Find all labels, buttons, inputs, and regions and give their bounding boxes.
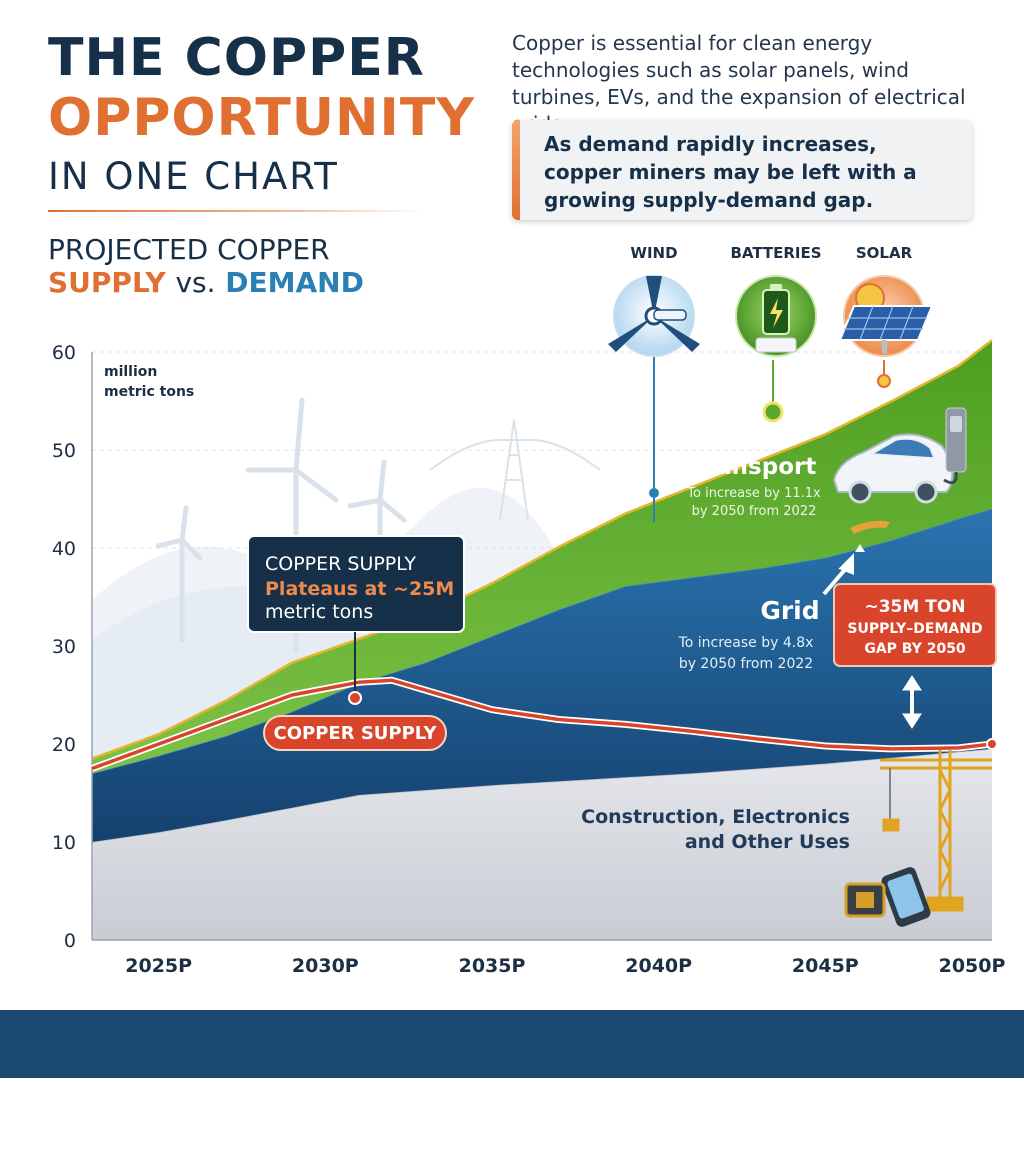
- transport-marker: [850, 520, 890, 534]
- callout-text: As demand rapidly increases, copper mine…: [544, 132, 917, 212]
- x-tick-label: 2050P: [939, 955, 1006, 977]
- supply-box-line-3: metric tons: [265, 601, 373, 623]
- supply-box-line-2: Plateaus at ~25M: [265, 578, 454, 600]
- x-tick-label: 2045P: [792, 955, 859, 977]
- intro-text: Copper is essential for clean energy tec…: [512, 31, 966, 136]
- bottom-banner: [0, 1010, 1024, 1078]
- gap-line-1: ~35M TON: [864, 597, 965, 617]
- area-other: [92, 748, 992, 940]
- title-divider: [48, 210, 426, 212]
- x-tick-label: 2025P: [125, 955, 192, 977]
- y-tick-label: 50: [52, 440, 76, 462]
- x-tick-label: 2035P: [459, 955, 526, 977]
- subtitle-demand-word: DEMAND: [225, 266, 364, 299]
- gap-line-3: GAP BY 2050: [864, 641, 966, 657]
- transport-title: Transport: [692, 454, 817, 480]
- ev-car-icon: [832, 407, 967, 504]
- chart-subtitle-line-2: SUPPLY vs. DEMAND: [48, 265, 364, 301]
- title-line-1: THE COPPER: [48, 28, 425, 88]
- transport-line-1: To increase by 11.1x: [686, 486, 821, 501]
- x-axis-ticks: 2025P 2030P 2035P 2040P 2045P 2050P: [125, 955, 1005, 977]
- supply-line: [91, 678, 993, 771]
- axes: [91, 352, 992, 941]
- unit-label-line-1: million: [104, 364, 157, 380]
- batteries-icon-group: BATTERIES: [730, 244, 822, 423]
- unit-label-line-2: metric tons: [104, 384, 194, 400]
- callout-box: As demand rapidly increases, copper mine…: [512, 120, 972, 220]
- banner-text: [0, 1010, 1024, 1078]
- supply-pill-label: COPPER SUPPLY: [274, 723, 438, 744]
- supply-line-group: [90, 676, 998, 772]
- supply-box-line-1: COPPER SUPPLY: [265, 553, 416, 575]
- x-tick-label: 2040P: [625, 955, 692, 977]
- other-uses-line-1: Construction, Electronics: [581, 806, 850, 828]
- subtitle-vs-word: vs.: [175, 266, 216, 299]
- area-top-transport: [91, 339, 993, 760]
- wind-icon-group: WIND: [608, 244, 700, 522]
- microchip-icon: [844, 882, 886, 918]
- batteries-label: BATTERIES: [730, 244, 821, 262]
- gap-double-arrow: [902, 675, 922, 729]
- supply-pill: COPPER SUPPLY: [263, 715, 447, 751]
- crane-icon: [880, 750, 992, 912]
- y-tick-label: 0: [64, 930, 76, 952]
- title-line-3: IN ONE CHART: [48, 155, 339, 198]
- area-grid: [92, 508, 992, 842]
- solar-label: SOLAR: [856, 244, 913, 262]
- wind-turbine-icon: [608, 276, 700, 352]
- battery-icon: [755, 284, 797, 353]
- grid-arrow-tip: [855, 544, 865, 552]
- y-axis-ticks: 0 10 20 30 40 50 60: [52, 342, 76, 952]
- grid-line-1: To increase by 4.8x: [678, 635, 814, 651]
- other-uses-line-2: and Other Uses: [685, 831, 850, 853]
- y-tick-label: 10: [52, 832, 76, 854]
- x-tick-label: 2030P: [292, 955, 359, 977]
- chart-subtitle-line-1: PROJECTED COPPER: [48, 233, 330, 266]
- grid-title: Grid: [760, 596, 819, 625]
- supply-end-point: [986, 738, 998, 750]
- callout-accent-bar: [512, 120, 520, 220]
- gap-callout: ~35M TON SUPPLY–DEMAND GAP BY 2050: [833, 583, 997, 667]
- subtitle-supply-word: SUPPLY: [48, 266, 166, 299]
- grid-line-2: by 2050 from 2022: [679, 656, 813, 672]
- solar-icon-group: SOLAR: [838, 244, 934, 388]
- wind-label: WIND: [630, 244, 677, 262]
- transport-line-2: by 2050 from 2022: [692, 504, 817, 519]
- supply-box-marker: [348, 691, 362, 705]
- solar-panel-icon: [838, 283, 934, 354]
- supply-annotation-box: COPPER SUPPLY Plateaus at ~25M metric to…: [247, 535, 465, 633]
- y-tick-label: 40: [52, 538, 76, 560]
- grid-growth-arrow: [822, 553, 854, 596]
- y-tick-label: 30: [52, 636, 76, 658]
- y-tick-label: 60: [52, 342, 76, 364]
- y-tick-label: 20: [52, 734, 76, 756]
- gap-line-2: SUPPLY–DEMAND: [847, 621, 982, 637]
- title-line-2: OPPORTUNITY: [48, 88, 476, 148]
- stacked-areas: [91, 339, 993, 940]
- phone-icon: [881, 867, 931, 927]
